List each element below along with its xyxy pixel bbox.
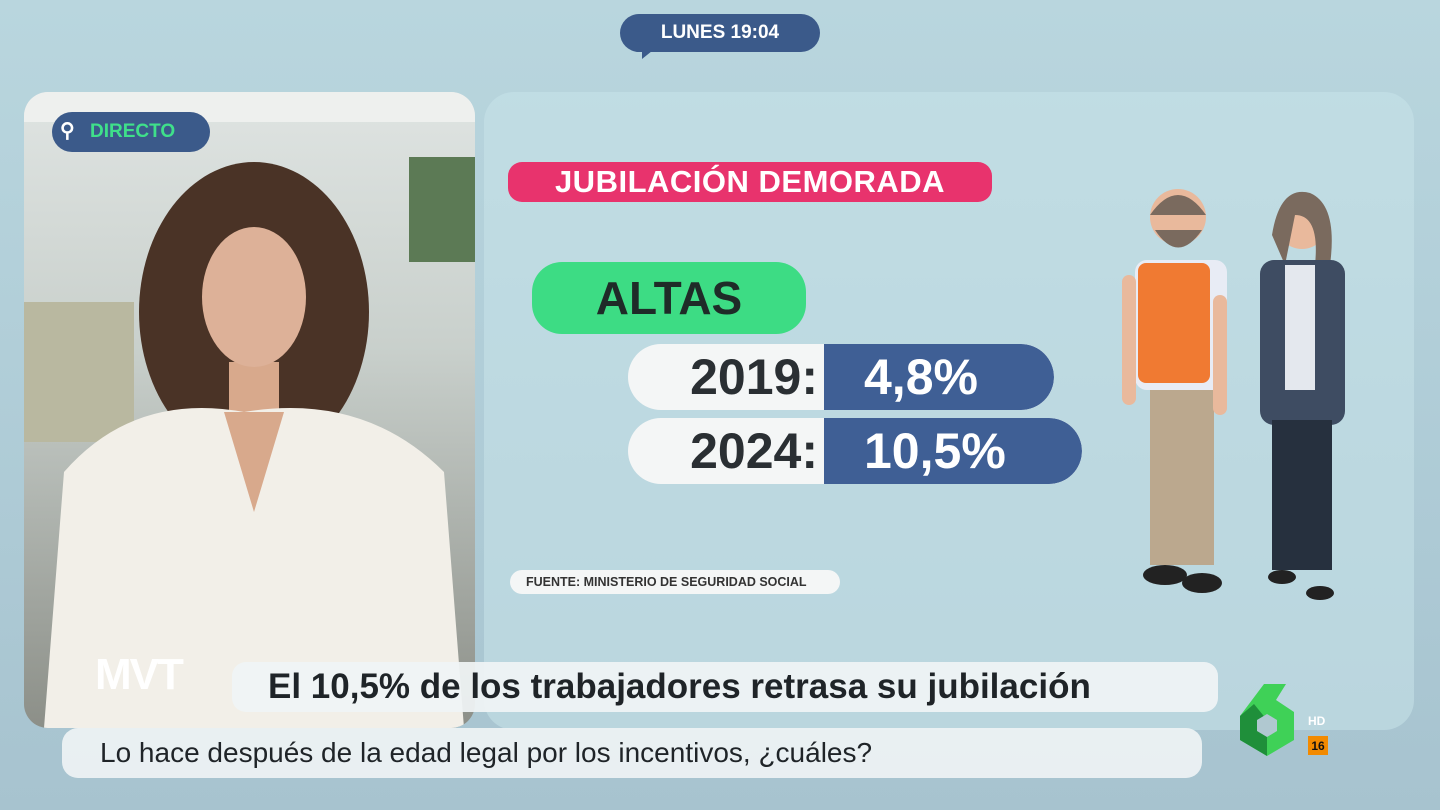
stat-value: 10,5%: [824, 418, 1082, 484]
age-rating-badge: 16: [1308, 736, 1328, 755]
presenter-image: [24, 92, 475, 728]
stat-year: 2019:: [690, 349, 818, 405]
subtitle: Lo hace después de la edad legal por los…: [62, 728, 1202, 778]
headline: El 10,5% de los trabajadores retrasa su …: [232, 662, 1218, 712]
search-icon: ⚲: [60, 120, 75, 142]
stat-value: 4,8%: [824, 344, 1054, 410]
hd-badge: HD: [1308, 714, 1326, 728]
stat-year: 2024:: [690, 423, 818, 479]
show-logo: MVT: [95, 650, 184, 699]
source-label: FUENTE: MINISTERIO DE SEGURIDAD SOCIAL: [510, 570, 840, 594]
time-badge: LUNES 19:04: [620, 14, 820, 59]
stat-row-2019: 2019: 4,8%: [628, 344, 1054, 410]
live-label: DIRECTO: [90, 121, 176, 142]
stat-row-2024: 2024: 10,5%: [628, 418, 1082, 484]
section-label: ALTAS: [532, 262, 806, 334]
graphic-title: JUBILACIÓN DEMORADA: [508, 162, 992, 202]
live-badge: ⚲ DIRECTO: [52, 112, 210, 152]
channel-logo-icon: [1240, 684, 1294, 756]
workers-illustration: [1122, 189, 1345, 600]
presenter-video: [24, 92, 475, 728]
